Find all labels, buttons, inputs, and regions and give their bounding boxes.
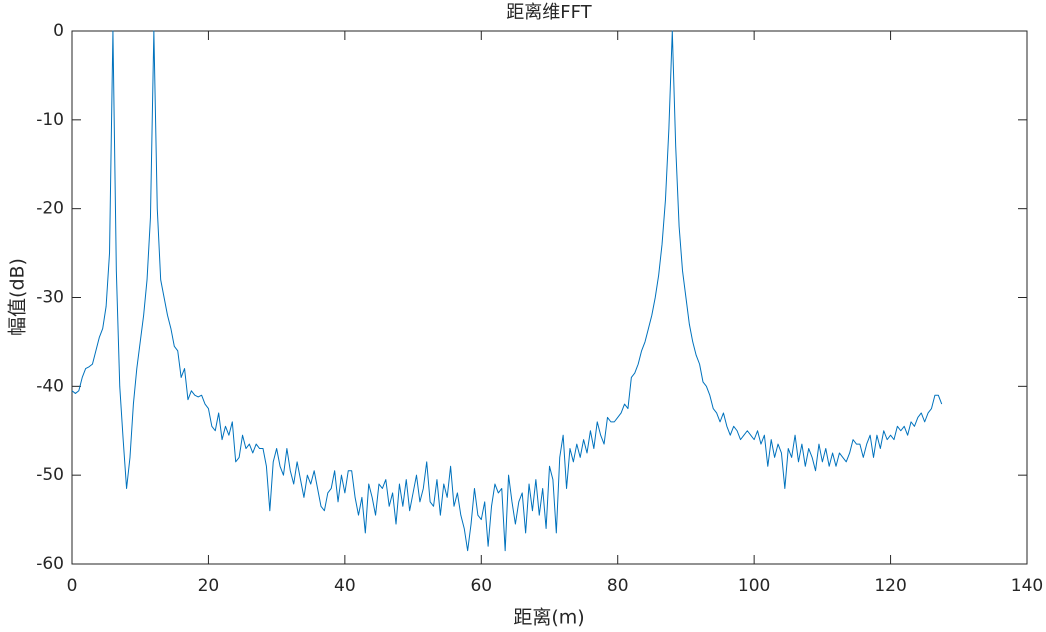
x-tick-label: 40 (334, 576, 356, 596)
plot-box (71, 30, 1028, 565)
x-tick-label: 120 (874, 576, 906, 596)
y-tick-label: -50 (36, 465, 64, 485)
chart-title: 距离维FFT (506, 2, 592, 23)
y-tick-label: -60 (36, 554, 64, 574)
x-tick-label: 100 (738, 576, 770, 596)
y-tick-label: 0 (53, 21, 64, 41)
x-tick-label: 80 (607, 576, 629, 596)
x-tick-label: 0 (67, 576, 78, 596)
y-tick-label: -30 (36, 288, 64, 308)
y-tick-label: -20 (36, 199, 64, 219)
x-tick-label: 60 (470, 576, 492, 596)
y-tick-label: -10 (36, 110, 64, 130)
x-tick-label: 140 (1011, 576, 1043, 596)
x-axis-label: 距离(m) (513, 607, 584, 629)
x-tick-label: 20 (198, 576, 220, 596)
y-axis-label: 幅值(dB) (7, 258, 29, 336)
data-line (71, 30, 943, 552)
y-tick-label: -40 (36, 376, 64, 396)
